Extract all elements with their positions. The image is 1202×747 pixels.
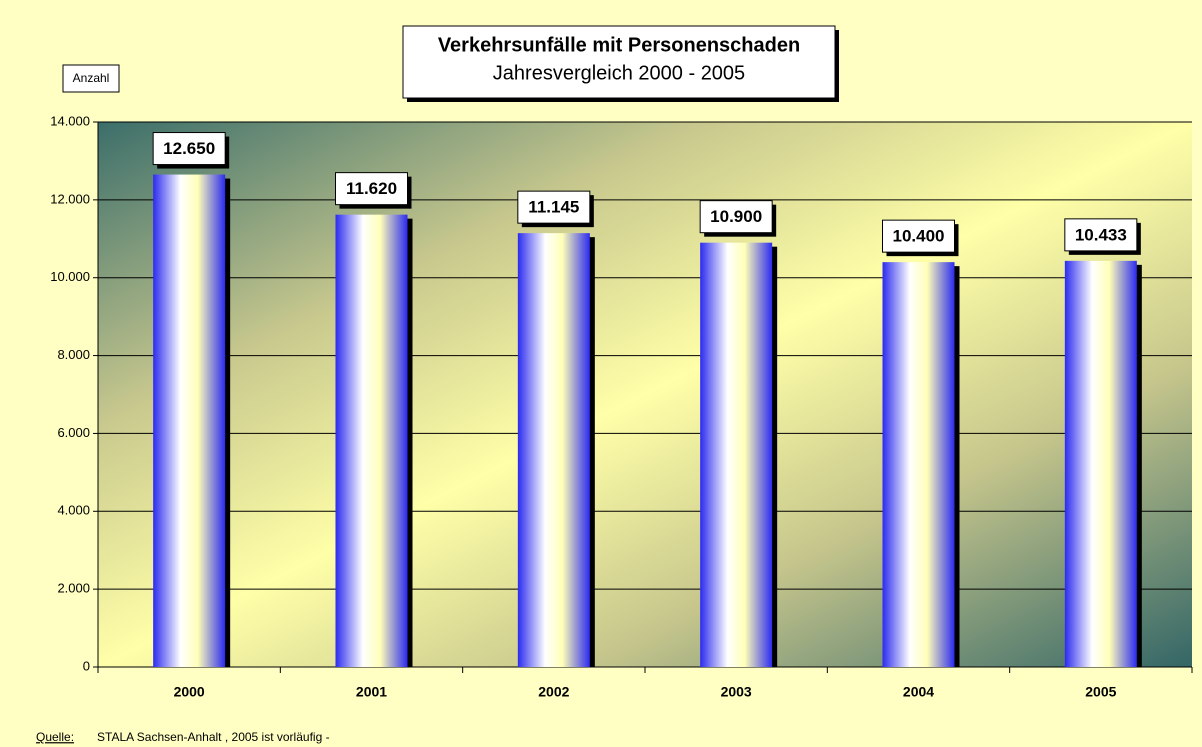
y-tick-label: 10.000 bbox=[50, 269, 90, 284]
y-axis-label: Anzahl bbox=[73, 71, 110, 85]
bar bbox=[882, 262, 955, 667]
bar bbox=[1064, 260, 1137, 667]
data-label: 11.145 bbox=[528, 198, 579, 217]
y-tick-label: 2.000 bbox=[57, 581, 90, 596]
label-box bbox=[152, 132, 226, 166]
y-tick-label: 14.000 bbox=[50, 113, 90, 128]
label-box bbox=[699, 200, 773, 234]
bar bbox=[335, 214, 408, 667]
source-label: Quelle: bbox=[36, 730, 74, 744]
y-tick-label: 0 bbox=[83, 658, 90, 673]
chart-subtitle: Jahresvergleich 2000 - 2005 bbox=[493, 62, 745, 84]
title-box bbox=[402, 25, 836, 99]
data-label: 10.433 bbox=[1075, 225, 1127, 244]
label-box bbox=[517, 190, 591, 224]
y-label-box bbox=[62, 64, 120, 93]
bar bbox=[153, 174, 226, 667]
y-tick-label: 12.000 bbox=[50, 191, 90, 206]
label-box bbox=[1064, 218, 1138, 252]
x-tick-label: 2002 bbox=[538, 684, 569, 700]
x-tick-label: 2000 bbox=[174, 684, 205, 700]
data-label: 12.650 bbox=[163, 139, 215, 158]
data-label: 10.400 bbox=[893, 227, 945, 246]
source: STALA Sachsen-Anhalt , 2005 ist vorläufi… bbox=[97, 730, 330, 744]
data-label: 10.900 bbox=[710, 207, 762, 226]
y-tick-label: 8.000 bbox=[57, 347, 90, 362]
y-tick-label: 6.000 bbox=[57, 425, 90, 440]
bar bbox=[700, 242, 773, 667]
data-label: 11.620 bbox=[346, 179, 397, 198]
y-tick-label: 4.000 bbox=[57, 503, 90, 518]
plot-area bbox=[98, 122, 1192, 667]
bar bbox=[517, 233, 590, 668]
x-tick-label: 2005 bbox=[1085, 684, 1116, 700]
chart-title: Verkehrsunfälle mit Personenschaden bbox=[438, 34, 800, 56]
label-box bbox=[335, 172, 408, 206]
label-box bbox=[882, 219, 955, 253]
x-tick-label: 2003 bbox=[721, 684, 752, 700]
x-tick-label: 2001 bbox=[356, 684, 387, 700]
x-tick-label: 2004 bbox=[903, 684, 934, 700]
